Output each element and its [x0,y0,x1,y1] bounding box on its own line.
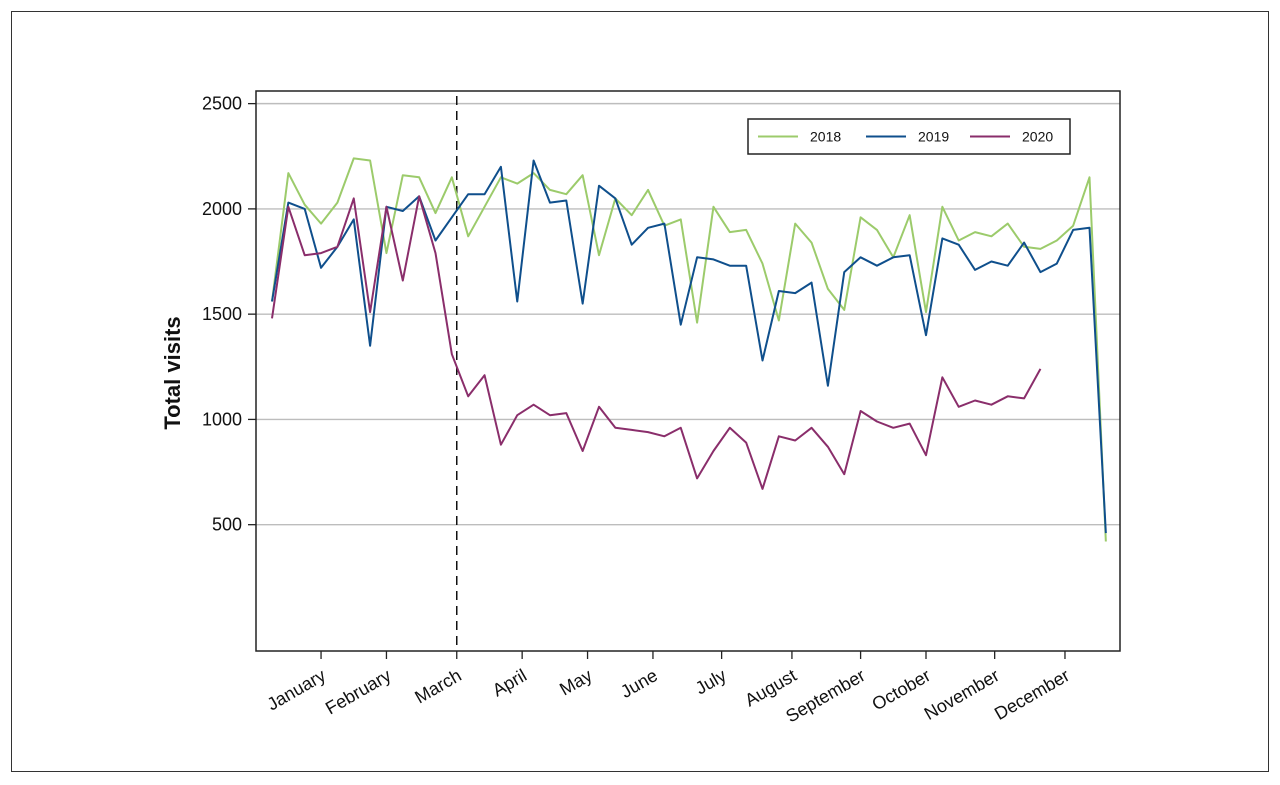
y-tick-label: 2000 [202,199,242,219]
x-tick-label: December [991,665,1073,724]
y-tick-label: 1000 [202,409,242,429]
legend-label: 2018 [810,129,841,145]
x-tick-label: January [264,665,329,714]
legend-label: 2020 [1022,129,1053,145]
y-axis-label: Total visits [160,316,185,429]
legend-label: 2019 [918,129,949,145]
x-tick-label: November [921,665,1003,724]
x-tick-label: April [489,665,530,700]
x-tick-label: June [617,665,661,702]
x-tick-label: February [322,665,394,718]
x-tick-label: May [556,665,595,699]
series-line-2019 [271,159,1107,534]
plot-area-border [255,90,1121,652]
series-line-2020 [271,195,1042,490]
x-tick-label: July [692,665,730,698]
y-tick-label: 1500 [202,304,242,324]
x-tick-label: March [411,665,464,707]
series-line-2018 [271,157,1107,542]
x-tick-label: September [782,665,868,726]
y-tick-label: 500 [212,515,242,535]
legend-box [747,118,1071,155]
y-tick-label: 2500 [202,94,242,114]
